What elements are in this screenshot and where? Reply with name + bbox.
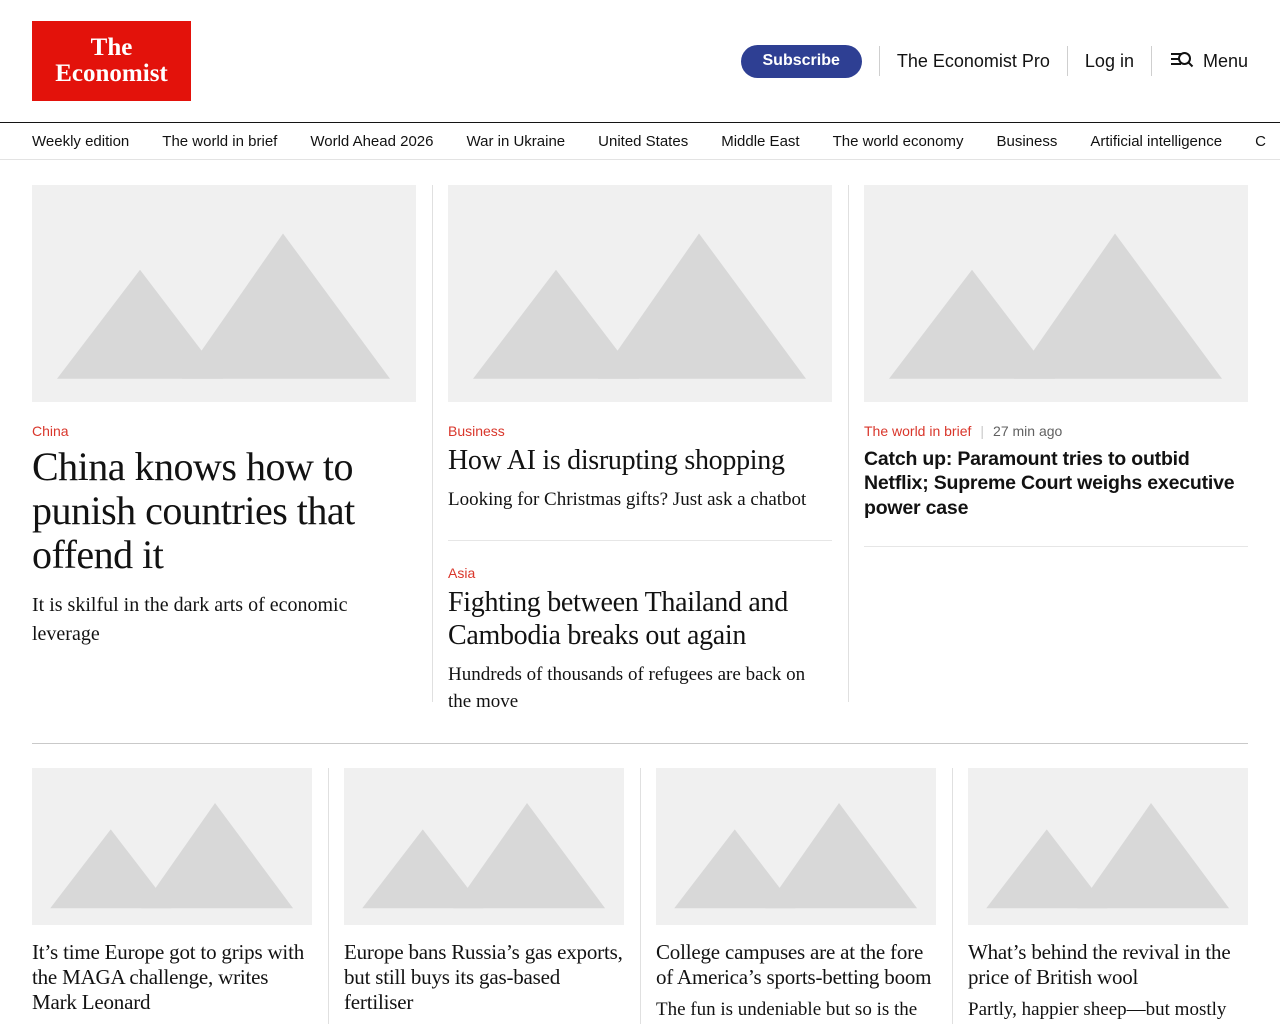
mountains-icon xyxy=(344,768,624,929)
nav-item-war-in-ukraine[interactable]: War in Ukraine xyxy=(466,132,566,150)
article-tag[interactable]: The world in brief xyxy=(864,423,972,439)
site-header: The Economist Subscribe The Economist Pr… xyxy=(0,0,1280,122)
secondary-column: Business How AI is disrupting shopping L… xyxy=(448,185,832,715)
nav-item-business[interactable]: Business xyxy=(996,132,1058,150)
article-image-placeholder[interactable] xyxy=(32,768,312,930)
mountains-icon xyxy=(864,185,1248,406)
story-headline[interactable]: College campuses are at the fore of Amer… xyxy=(656,940,932,989)
story-headline[interactable]: What’s behind the revival in the price o… xyxy=(968,940,1231,989)
mountains-icon xyxy=(32,185,416,406)
header-divider xyxy=(1066,46,1068,76)
nav-item-world-in-brief[interactable]: The world in brief xyxy=(162,132,278,150)
secondary-standfirst: Hundreds of thousands of refugees are ba… xyxy=(448,664,806,712)
secondary-standfirst: Looking for Christmas gifts? Just ask a … xyxy=(448,489,807,511)
world-in-brief-card: The world in brief | 27 min ago Catch up… xyxy=(864,185,1248,548)
header-divider xyxy=(1150,46,1152,76)
header-divider xyxy=(878,46,880,76)
article-tag[interactable]: China xyxy=(32,423,69,439)
article-image-placeholder[interactable] xyxy=(864,185,1248,407)
subscribe-button[interactable]: Subscribe xyxy=(740,44,862,78)
mountains-icon xyxy=(32,768,312,929)
column-divider xyxy=(936,768,968,1024)
timestamp: 27 min ago xyxy=(993,423,1063,439)
economist-logo[interactable]: The Economist xyxy=(32,21,191,101)
nav-item-middle-east[interactable]: Middle East xyxy=(721,132,800,150)
secondary-article: Asia Fighting between Thailand and Cambo… xyxy=(448,565,832,715)
brief-tagline: The world in brief | 27 min ago xyxy=(864,423,1248,439)
article-divider xyxy=(448,540,832,542)
mountains-icon xyxy=(656,768,936,929)
menu-label: Menu xyxy=(1202,50,1248,71)
article-image-placeholder[interactable] xyxy=(344,768,624,930)
column-divider xyxy=(416,185,448,702)
lead-headline[interactable]: China knows how to punish countries that… xyxy=(32,444,355,577)
story-card: College campuses are at the fore of Amer… xyxy=(656,768,936,1024)
article-image-placeholder[interactable] xyxy=(656,768,936,930)
story-standfirst: Partly, happier sheep—but mostly pent-up… xyxy=(968,998,1227,1020)
column-divider xyxy=(624,768,656,1024)
article-tag[interactable]: Asia xyxy=(448,565,476,582)
menu-button[interactable]: Menu xyxy=(1169,46,1248,77)
column-divider xyxy=(312,768,344,1024)
story-card: Europe bans Russia’s gas exports, but st… xyxy=(344,768,624,1024)
secondary-headline[interactable]: Fighting between Thailand and Cambodia b… xyxy=(448,587,788,651)
article-divider xyxy=(864,546,1248,548)
article-image-placeholder[interactable] xyxy=(32,185,416,407)
nav-item-truncated[interactable]: C xyxy=(1255,132,1266,150)
logo-line-2: Economist xyxy=(55,60,168,87)
story-card: What’s behind the revival in the price o… xyxy=(968,768,1248,1024)
article-image-placeholder[interactable] xyxy=(448,185,832,407)
secondary-article: Business How AI is disrupting shopping L… xyxy=(448,185,832,514)
brief-headline[interactable]: Catch up: Paramount tries to outbid Netf… xyxy=(864,448,1235,519)
mountains-icon xyxy=(448,185,832,406)
nav-item-world-economy[interactable]: The world economy xyxy=(832,132,964,150)
menu-search-icon xyxy=(1169,46,1195,77)
lead-article: China China knows how to punish countrie… xyxy=(32,185,416,649)
lead-standfirst: It is skilful in the dark arts of econom… xyxy=(32,594,348,645)
nav-item-weekly-edition[interactable]: Weekly edition xyxy=(32,132,130,150)
article-tag[interactable]: Business xyxy=(448,423,505,439)
stories-row: It’s time Europe got to grips with the M… xyxy=(32,768,1248,1024)
mountains-icon xyxy=(968,768,1248,929)
story-headline[interactable]: It’s time Europe got to grips with the M… xyxy=(32,940,305,1014)
header-actions: Subscribe The Economist Pro Log in Menu xyxy=(740,44,1248,78)
topic-navbar: Weekly edition The world in brief World … xyxy=(0,122,1280,160)
section-divider xyxy=(32,743,1248,745)
story-headline[interactable]: Europe bans Russia’s gas exports, but st… xyxy=(344,940,623,1014)
column-divider xyxy=(832,185,864,702)
tag-separator: | xyxy=(980,423,985,439)
login-link[interactable]: Log in xyxy=(1084,50,1134,71)
nav-item-united-states[interactable]: United States xyxy=(598,132,689,150)
nav-item-artificial-intelligence[interactable]: Artificial intelligence xyxy=(1090,132,1223,150)
article-image-placeholder[interactable] xyxy=(968,768,1248,930)
logo-line-1: The xyxy=(90,33,133,61)
economist-pro-link[interactable]: The Economist Pro xyxy=(896,50,1050,71)
hero-section: China China knows how to punish countrie… xyxy=(32,185,1248,715)
secondary-headline[interactable]: How AI is disrupting shopping xyxy=(448,445,785,476)
nav-item-world-ahead-2026[interactable]: World Ahead 2026 xyxy=(310,132,434,150)
story-standfirst: The fun is undeniable but so is the toll xyxy=(656,998,918,1020)
story-card: It’s time Europe got to grips with the M… xyxy=(32,768,312,1024)
